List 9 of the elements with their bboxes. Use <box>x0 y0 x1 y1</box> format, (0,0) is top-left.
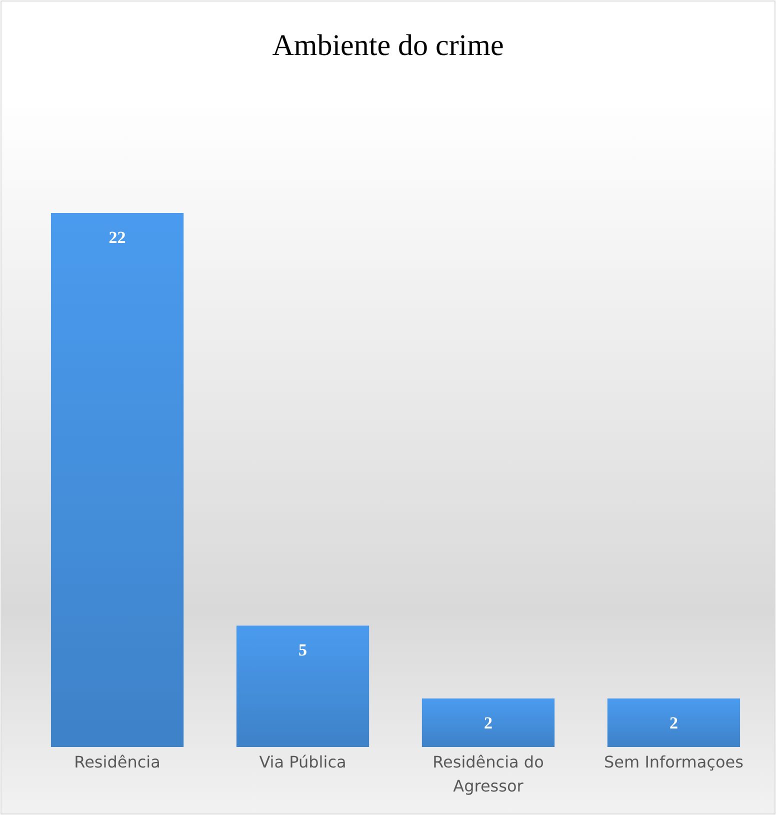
data-label: 2 <box>484 713 492 732</box>
x-tick-label: Residência do Agressor <box>432 752 544 796</box>
data-label: 22 <box>108 228 126 247</box>
data-label: 2 <box>669 713 678 732</box>
chart-title: Ambiente do crime <box>272 29 504 62</box>
x-tick-label: Residência <box>74 752 160 772</box>
data-label: 5 <box>298 640 308 660</box>
x-tick-label: Via Pública <box>259 752 346 772</box>
x-tick-label: Sem Informaçoes <box>604 752 744 772</box>
